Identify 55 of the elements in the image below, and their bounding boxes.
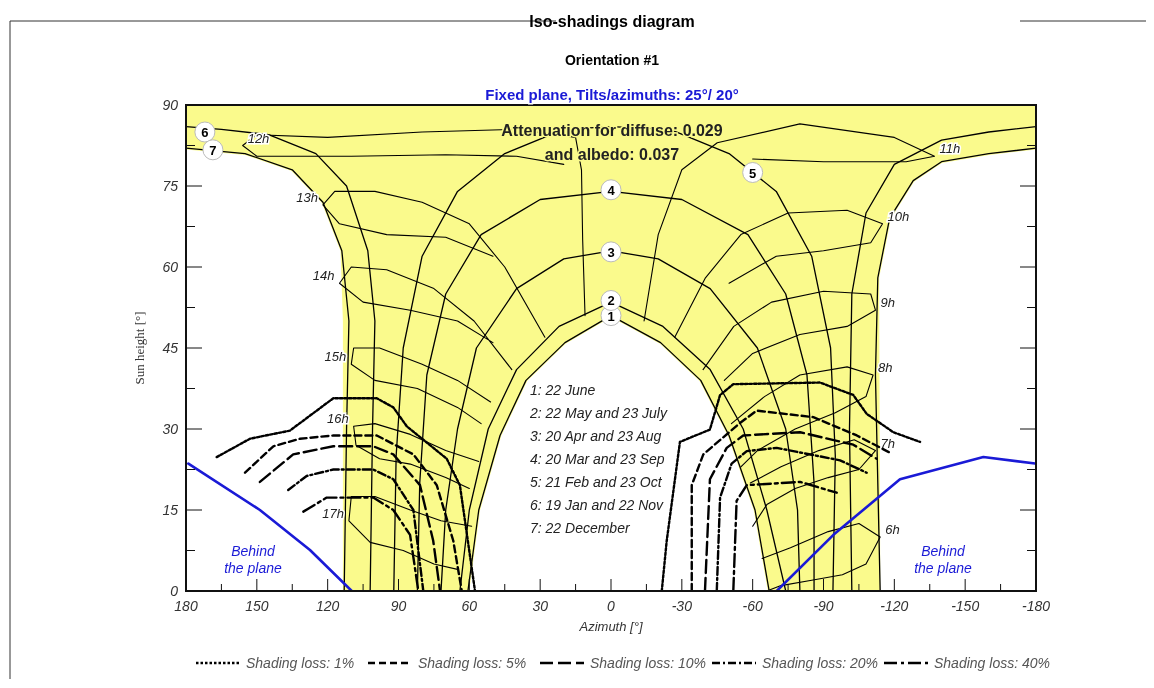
x-tick-label: 120 — [315, 598, 340, 614]
series-label: 17h — [322, 505, 344, 521]
x-tick-label: -180 — [1021, 598, 1051, 614]
x-tick-label: -150 — [951, 598, 980, 614]
x-tick-label: 90 — [390, 598, 407, 614]
x-tick-label: 0 — [607, 598, 616, 614]
chart-subtitle: Orientation #1 — [564, 52, 660, 68]
legend-label: Shading loss: 10% — [590, 655, 706, 671]
annotation: 2 — [607, 293, 615, 309]
y-tick-label: 15 — [162, 502, 179, 518]
text: Fixed plane, Tilts/azimuths: 25°/ 20° — [485, 86, 739, 103]
annotation: 4 — [607, 182, 616, 198]
annotation: 4: 20 Mar and 23 Sep — [530, 450, 665, 467]
x-tick-label: -90 — [813, 598, 834, 614]
x-tick-label: -60 — [742, 598, 763, 614]
legend-label: Shading loss: 40% — [934, 655, 1050, 671]
annotation: 5: 21 Feb and 23 Oct — [530, 473, 663, 490]
series-label: 8h — [878, 360, 893, 375]
x-tick-label: 150 — [245, 598, 269, 614]
annotation: 7: 22 December — [530, 519, 631, 536]
series-label: 7h — [880, 435, 895, 451]
annotation: 2: 22 May and 23 July — [529, 404, 668, 421]
legend-label: Shading loss: 5% — [418, 655, 527, 671]
annotation: 6 — [201, 125, 209, 140]
y-tick-label: 0 — [170, 583, 179, 599]
annotation: Behind the plane — [224, 542, 283, 576]
annotation: 5 — [749, 165, 757, 181]
x-tick-label: -30 — [671, 598, 693, 614]
y-tick-label: 90 — [162, 97, 179, 113]
x-tick-label: 180 — [174, 598, 198, 614]
annotation: 6: 19 Jan and 22 Nov — [530, 496, 665, 513]
legend-label: Shading loss: 20% — [762, 655, 878, 671]
annotation: 1: 22 June — [530, 381, 596, 398]
y-axis-title: Sun height [°] — [132, 311, 147, 385]
legend-label: Shading loss: 1% — [246, 655, 355, 671]
x-axis-title: Azimuth [°] — [578, 619, 643, 634]
x-tick-label: 30 — [532, 598, 549, 614]
annotation: Behind the plane — [914, 542, 973, 576]
annotation: 3: 20 Apr and 23 Aug — [530, 427, 662, 444]
series-label: 13h — [296, 189, 318, 205]
series-label: 14h — [312, 268, 335, 284]
series-label: 11h — [939, 141, 961, 157]
series-label: 9h — [880, 295, 895, 311]
annotation: 3 — [607, 244, 615, 260]
x-tick-label: 60 — [461, 598, 478, 614]
series-label: 6h — [885, 522, 900, 537]
y-tick-label: 30 — [162, 421, 179, 437]
y-tick-label: 60 — [162, 259, 179, 275]
series-label: 15h — [324, 349, 347, 365]
x-tick-label: -120 — [880, 598, 909, 614]
y-tick-label: 75 — [162, 178, 179, 194]
chart-title: Iso-shadings diagram — [529, 13, 695, 30]
y-tick-label: 45 — [162, 340, 179, 356]
annotation: 7 — [209, 142, 217, 158]
annotation: 1 — [607, 308, 615, 324]
